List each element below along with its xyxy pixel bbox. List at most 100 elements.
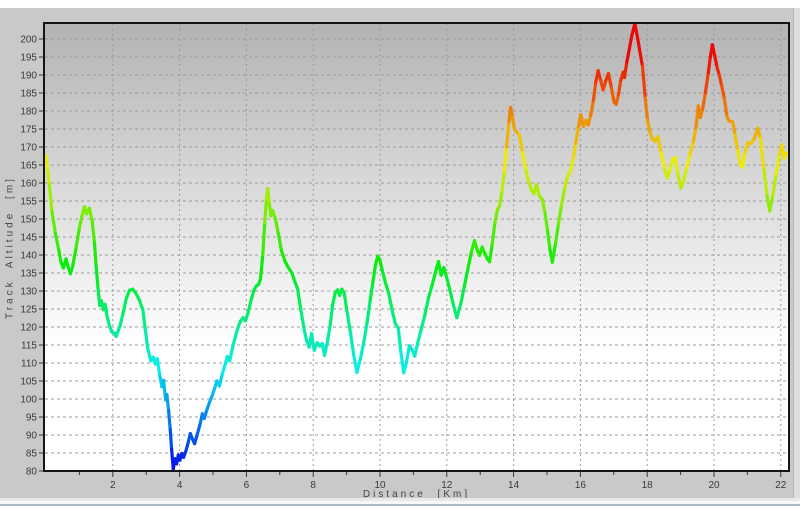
- track-segment: [659, 151, 667, 171]
- track-segment: [273, 215, 280, 235]
- track-segment: [57, 248, 63, 264]
- bottom-bevel: [0, 501, 800, 504]
- track-segment: [71, 246, 78, 268]
- y-tick-label: 85: [26, 449, 38, 460]
- track-segment: [402, 361, 408, 375]
- track-segment: [710, 43, 717, 59]
- track-segment: [246, 298, 253, 315]
- axis-ticks: [39, 38, 782, 477]
- track-segment: [609, 86, 616, 104]
- track-segment: [487, 242, 494, 264]
- x-tick-label: 18: [642, 480, 654, 491]
- x-tick-label: 8: [310, 480, 316, 491]
- track-segment: [586, 113, 593, 127]
- grid-lines: [45, 24, 788, 470]
- x-axis-title: Distance [Km]: [362, 489, 471, 500]
- track-segment: [230, 336, 237, 351]
- track-segment: [638, 51, 645, 68]
- track-segment: [380, 267, 387, 284]
- track-segment: [266, 187, 272, 207]
- x-tick-label: 4: [177, 480, 183, 491]
- y-tick-label: 200: [20, 35, 37, 46]
- track-segment: [383, 280, 391, 295]
- track-segment: [299, 308, 306, 332]
- track-segment: [673, 155, 680, 176]
- track-segment: [668, 157, 675, 172]
- track-segment: [685, 152, 692, 171]
- track-segment: [50, 210, 57, 235]
- y-tick-label: 95: [26, 413, 38, 424]
- track-segment: [87, 206, 94, 223]
- track-segment: [643, 96, 650, 122]
- y-tick-label: 150: [20, 215, 37, 226]
- track-segment: [53, 231, 61, 252]
- track-segment: [701, 91, 707, 111]
- window-top-strip: [0, 0, 800, 8]
- track-segment: [625, 48, 631, 64]
- track-segment: [627, 33, 634, 52]
- track-segment: [682, 167, 689, 183]
- track-segment: [713, 55, 719, 69]
- track-segment: [774, 152, 782, 176]
- track-segment: [703, 71, 710, 95]
- track-segment: [762, 167, 769, 198]
- track-segment: [325, 323, 332, 343]
- track-segment: [118, 312, 125, 328]
- track-segment: [691, 125, 698, 144]
- track-segment: [569, 156, 575, 173]
- x-tick-label: 16: [575, 480, 587, 491]
- track-segment: [502, 145, 509, 174]
- track-segment: [365, 298, 372, 325]
- y-tick-label: 100: [20, 395, 37, 406]
- track-altitude-line: [44, 21, 790, 471]
- x-tick-label: 6: [244, 480, 250, 491]
- track-segment: [543, 210, 550, 234]
- x-tick-label: 20: [708, 480, 720, 491]
- track-segment: [459, 284, 467, 306]
- track-segment: [396, 326, 403, 353]
- track-segment: [416, 327, 423, 345]
- track-segment: [500, 170, 506, 194]
- track-segment: [521, 151, 528, 173]
- y-tick-label: 145: [20, 233, 37, 244]
- track-segment: [258, 253, 265, 282]
- track-segment: [596, 69, 603, 83]
- track-segment: [263, 197, 269, 225]
- track-segment: [455, 302, 463, 320]
- track-segment: [758, 136, 766, 171]
- track-segment: [688, 140, 695, 156]
- track-segment: [635, 35, 642, 56]
- track-segment: [358, 341, 366, 361]
- track-segment: [771, 172, 778, 197]
- track-segment: [217, 372, 224, 388]
- y-tick-label: 125: [20, 305, 37, 316]
- track-segment: [249, 288, 256, 302]
- plot-border: [43, 22, 790, 472]
- track-segment: [722, 97, 729, 119]
- x-tick-label: 10: [374, 480, 386, 491]
- x-tick-label: 2: [110, 480, 116, 491]
- track-segment: [574, 125, 580, 145]
- track-segment: [355, 357, 362, 374]
- track-segment: [448, 287, 455, 306]
- track-segment: [322, 339, 330, 358]
- track-segment: [228, 347, 234, 363]
- track-segment: [462, 266, 470, 288]
- track-segment: [784, 151, 790, 156]
- y-tick-label: 140: [20, 251, 37, 262]
- track-segment: [430, 270, 438, 287]
- track-segment: [606, 71, 614, 90]
- track-segment: [90, 219, 97, 244]
- y-tick-label: 130: [20, 287, 37, 298]
- y-tick-label: 180: [20, 107, 37, 118]
- track-segment: [423, 296, 431, 318]
- y-tick-label: 175: [20, 125, 37, 136]
- track-segment: [524, 169, 531, 185]
- track-segment: [633, 21, 640, 40]
- y-tick-label: 115: [21, 341, 37, 352]
- track-segment: [193, 432, 199, 446]
- track-segment: [768, 193, 775, 213]
- track-segment: [413, 341, 420, 358]
- track-segment: [731, 120, 737, 137]
